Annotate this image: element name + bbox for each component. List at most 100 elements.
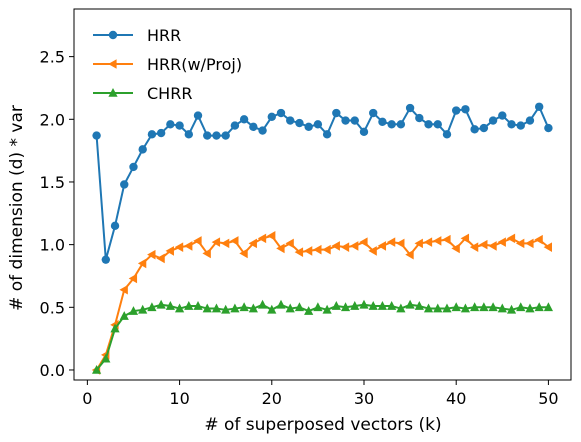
data-point: [543, 302, 554, 312]
x-tick-label: 50: [538, 389, 558, 408]
data-point: [322, 130, 332, 139]
data-point: [248, 303, 258, 313]
data-point: [267, 304, 277, 314]
y-tick-label: 2.0: [40, 110, 65, 129]
data-point: [303, 246, 313, 256]
legend-label: HRR: [147, 26, 181, 45]
data-point: [387, 120, 396, 129]
series-line: [95, 303, 549, 371]
data-point: [498, 111, 507, 120]
data-point: [432, 236, 442, 246]
data-point: [332, 108, 341, 118]
data-point: [488, 241, 497, 251]
x-axis-label: # of superposed vectors (k): [204, 415, 441, 435]
x-tick-label: 0: [82, 389, 92, 408]
data-point: [120, 180, 129, 189]
data-point: [442, 234, 451, 245]
data-point: [386, 237, 396, 247]
data-point: [129, 162, 138, 172]
data-point: [497, 237, 506, 247]
data-point: [138, 304, 148, 314]
data-point: [378, 117, 387, 127]
data-point: [331, 301, 341, 310]
y-tick-label: 2.5: [40, 48, 65, 67]
data-point: [516, 302, 526, 312]
data-point: [377, 241, 387, 251]
data-point: [285, 238, 294, 249]
data-point: [183, 241, 193, 251]
data-point: [405, 103, 415, 113]
data-point: [174, 303, 185, 313]
data-point: [442, 130, 452, 139]
data-point: [92, 131, 101, 140]
data-point: [230, 121, 240, 130]
data-point: [534, 302, 544, 312]
data-point: [211, 237, 221, 247]
data-point: [285, 303, 295, 313]
data-point: [451, 243, 460, 254]
x-tick-label: 20: [262, 389, 282, 408]
data-point: [165, 246, 174, 256]
data-point: [156, 253, 165, 264]
data-point: [525, 238, 534, 249]
data-point: [249, 122, 258, 132]
data-point: [304, 122, 313, 132]
axes: 0 10 20 30 40 50 0.0 0.5 1.0 1.5 2.0 2.5: [40, 8, 572, 408]
y-tick-label: 1.5: [40, 173, 65, 192]
x-tick-label: 10: [169, 389, 189, 408]
x-tick-label: 30: [354, 389, 374, 408]
data-point: [414, 238, 423, 249]
data-point: [544, 123, 553, 133]
data-point: [156, 128, 166, 138]
data-point: [470, 302, 480, 312]
data-point: [534, 102, 544, 111]
data-point: [488, 302, 498, 312]
data-point: [369, 108, 378, 118]
y-tick-label: 0.5: [40, 298, 65, 317]
legend-label: HRR(w/Proj): [147, 55, 242, 74]
data-point: [543, 242, 553, 252]
data-point: [221, 131, 230, 140]
data-point: [396, 303, 406, 313]
data-point: [359, 237, 368, 247]
series-HRR: [92, 102, 553, 264]
data-point: [414, 301, 424, 310]
data-point: [506, 233, 516, 244]
data-point: [295, 118, 304, 128]
legend-marker: [108, 88, 118, 97]
data-point: [377, 301, 388, 310]
data-point: [396, 238, 405, 249]
data-point: [470, 125, 479, 134]
data-point: [174, 242, 184, 252]
data-point: [257, 299, 268, 309]
data-point: [230, 303, 240, 313]
data-point: [423, 237, 433, 247]
data-point: [424, 120, 433, 129]
x-tick-label: 40: [446, 389, 466, 408]
data-point: [479, 302, 489, 312]
data-point: [525, 303, 535, 313]
data-point: [433, 120, 442, 129]
data-point: [442, 303, 452, 313]
data-point: [396, 120, 406, 129]
data-point: [147, 249, 156, 260]
data-point: [405, 249, 414, 260]
data-point: [248, 238, 257, 249]
data-point: [286, 116, 295, 125]
data-point: [220, 238, 230, 249]
data-point: [331, 241, 340, 251]
data-point: [507, 120, 516, 129]
data-point: [257, 233, 267, 244]
y-axis-label: # of dimension (d) * var: [7, 105, 27, 311]
data-point: [101, 353, 111, 363]
data-point: [304, 306, 314, 315]
data-point: [515, 238, 525, 249]
data-point: [175, 121, 184, 130]
data-point: [516, 121, 525, 130]
data-point: [341, 116, 350, 125]
data-point: [460, 233, 470, 244]
data-point: [138, 145, 147, 154]
data-point: [137, 258, 147, 269]
data-point: [166, 120, 175, 129]
